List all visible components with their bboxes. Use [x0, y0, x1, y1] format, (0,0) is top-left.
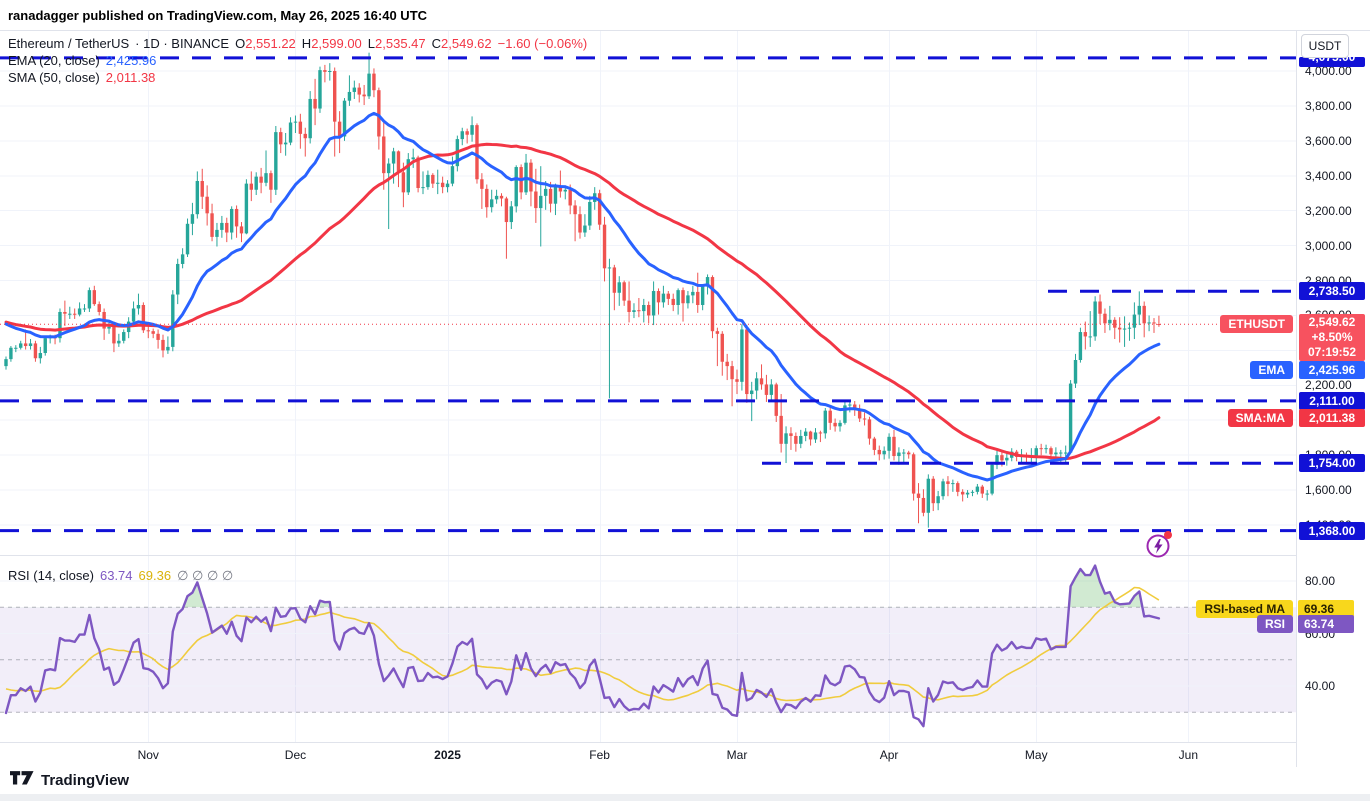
level-price-label: 2,111.00 — [1299, 391, 1365, 410]
scale-tag-ema: EMA — [1250, 361, 1293, 380]
rsi-tick-label: 80.00 — [1305, 574, 1336, 588]
rsi-ma-line — [5, 586, 1160, 702]
time-axis[interactable]: Nov Dec 2025 Feb Mar Apr May Jun — [0, 742, 1370, 768]
time-axis-label: May — [1024, 748, 1048, 762]
price-tick-label: 1,600.00 — [1305, 483, 1352, 498]
support-resistance-lines[interactable] — [0, 56, 1296, 533]
candles — [4, 52, 1161, 528]
notification-dot — [1164, 531, 1172, 539]
rsi-scale-value-label: 63.74 — [1298, 614, 1354, 633]
time-axis-label: Dec — [284, 748, 307, 762]
price-tick-label: 4,000.00 — [1305, 64, 1352, 78]
value-price-label: 2,011.38 — [1299, 409, 1365, 428]
tradingview-logo-icon[interactable] — [10, 771, 34, 790]
time-axis-label: Apr — [879, 748, 899, 762]
price-tick-label: 3,600.00 — [1305, 133, 1352, 148]
rsi-tag-rsibasedma: RSI-based MA — [1196, 599, 1293, 618]
rsi-tick-label: 40.00 — [1305, 679, 1336, 693]
flash-marker-icon[interactable] — [1145, 531, 1172, 559]
rsi-line — [4, 564, 1161, 728]
level-price-label: 1,754.00 — [1299, 454, 1365, 473]
scale-tag-ethusdt: ETHUSDT — [1220, 315, 1293, 334]
rsi-tag-rsi: RSI — [1256, 614, 1293, 633]
time-axis-label: 2025 — [434, 748, 461, 762]
time-axis-label: Feb — [589, 748, 610, 762]
rsi-scale-value-label: 69.36 — [1298, 599, 1354, 618]
main-chart-canvas[interactable] — [0, 31, 1296, 555]
sma50-line — [4, 142, 1161, 461]
main-gridlines — [0, 31, 1296, 555]
bottom-strip — [0, 794, 1370, 801]
price-tick-label: 2,200.00 — [1305, 378, 1352, 393]
scale-tag-smama: SMA:MA — [1227, 409, 1293, 428]
chart-area: Ethereum / TetherUS · 1D · BINANCE O2,55… — [0, 30, 1370, 768]
price-scale[interactable]: USDT 4,000.00 3,800.00 3,600.00 3,400.00 3,2… — [1296, 31, 1370, 767]
tradingview-brand[interactable]: TradingView — [41, 772, 130, 789]
rsi-pane-canvas[interactable] — [0, 555, 1296, 742]
ema20-line — [4, 111, 1161, 482]
publish-info-bar: ranadagger published on TradingView.com,… — [0, 0, 1370, 30]
price-tick-label: 3,400.00 — [1305, 168, 1352, 183]
level-price-label: 2,738.50 — [1299, 282, 1365, 301]
current-price-scale-label: 2,549.62 +8.50% 07:19:52 — [1299, 314, 1365, 362]
price-tick-label: 3,000.00 — [1305, 238, 1352, 253]
time-axis-label: Mar — [726, 748, 748, 762]
time-axis-label: Jun — [1178, 748, 1199, 762]
price-tick-label: 3,200.00 — [1305, 203, 1352, 218]
clipped-price-label: 4,075.00 — [1299, 57, 1365, 67]
time-axis-label: Nov — [137, 748, 159, 762]
level-price-label: 1,368.00 — [1299, 521, 1365, 540]
currency-toggle-button[interactable]: USDT — [1301, 34, 1349, 58]
publish-info-text: ranadagger published on TradingView.com,… — [8, 7, 428, 23]
price-tick-label: 3,800.00 — [1305, 98, 1352, 113]
footer-bar: TradingView — [0, 767, 1370, 794]
ema-price-label: 2,425.96 — [1299, 361, 1365, 380]
